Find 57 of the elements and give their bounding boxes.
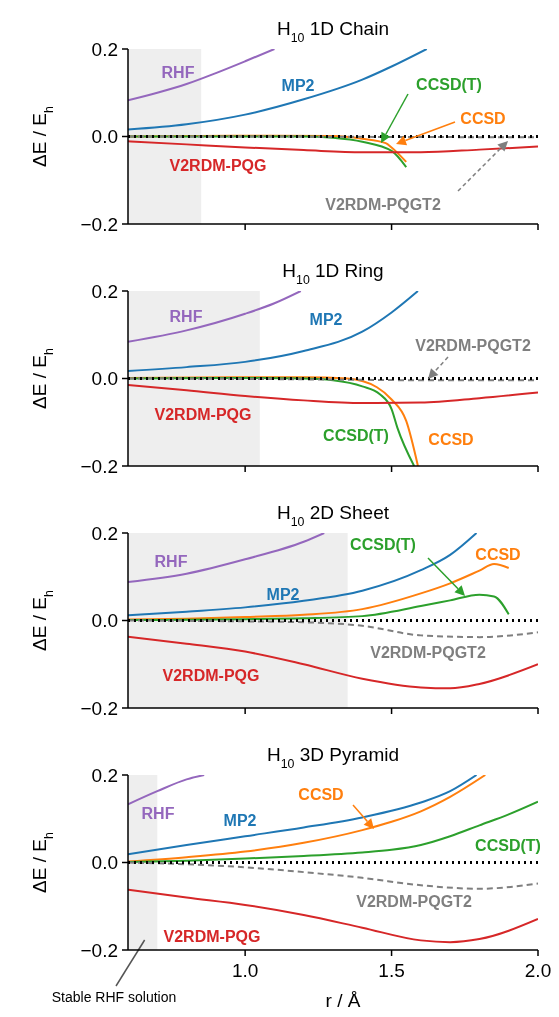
text: CCSD(T) — [350, 536, 416, 553]
line-series — [128, 533, 326, 583]
series-label: V2RDM-PQG — [163, 928, 261, 945]
series-label: CCSD(T) — [475, 837, 541, 854]
chart-title: H$_{10}$ 1D Ring — [282, 260, 384, 287]
line-series — [128, 888, 538, 944]
line-series — [128, 291, 302, 343]
line-series — [128, 140, 538, 154]
series-label: RHF — [141, 805, 175, 822]
y-tick-label: −0.2 — [80, 455, 118, 477]
line-series — [128, 49, 276, 102]
y-tick-label: 0.2 — [91, 38, 118, 60]
line-series — [128, 861, 538, 890]
chart-title: H$_{10}$ 1D Chain — [277, 18, 389, 45]
series-label: V2RDM-PQGT2 — [356, 893, 472, 910]
series-label: MP2 — [281, 77, 315, 94]
series-label: V2RDM-PQG — [154, 406, 252, 423]
x-tick-label: 2.0 — [524, 960, 552, 981]
chart-title: H$_{10}$ 2D Sheet — [277, 502, 390, 529]
line-series — [128, 775, 206, 806]
y-tick-label: 0.2 — [91, 764, 118, 786]
series-label: CCSD — [475, 546, 521, 563]
text: V2RDM-PQGT2 — [325, 196, 441, 213]
y-tick-label: −0.2 — [80, 213, 118, 235]
x-axis-title: r / Å — [325, 990, 361, 1011]
text: CCSD — [460, 110, 506, 127]
y-tick-label: 0.0 — [91, 610, 118, 632]
x-tick-label: 1.5 — [378, 960, 405, 981]
line-series — [128, 635, 538, 690]
chart-title: H$_{10}$ 3D Pyramid — [267, 744, 399, 771]
line-series — [128, 619, 538, 639]
series-label: MP2 — [223, 812, 257, 829]
line-series — [128, 533, 478, 617]
series-label: V2RDM-PQG — [162, 667, 260, 684]
y-tick-label: 0.0 — [91, 368, 118, 390]
y-tick-label: 0.0 — [91, 126, 118, 148]
series-label: V2RDM-PQG — [169, 157, 267, 174]
series-label: V2RDM-PQGT2 — [415, 337, 531, 354]
y-tick-label: −0.2 — [80, 697, 118, 719]
line-series — [128, 800, 538, 864]
series-label: RHF — [161, 64, 195, 81]
line-series — [128, 384, 538, 404]
text: CCSD(T) — [416, 76, 482, 93]
band-label: Stable RHF solution — [51, 989, 177, 1005]
series-label: RHF — [154, 553, 188, 570]
x-tick-label: 1.0 — [231, 960, 259, 981]
y-tick-label: 0.0 — [91, 852, 118, 874]
y-tick-label: 0.2 — [91, 522, 118, 544]
series-label: MP2 — [266, 586, 300, 603]
y-tick-label: −0.2 — [80, 939, 118, 961]
series-label: MP2 — [309, 311, 343, 328]
series-label: V2RDM-PQGT2 — [370, 644, 486, 661]
series-label: RHF — [169, 308, 203, 325]
series-label: CCSD — [428, 431, 474, 448]
series-label: CCSD — [298, 786, 344, 803]
series-label: CCSD(T) — [323, 427, 389, 444]
y-tick-label: 0.2 — [91, 280, 118, 302]
